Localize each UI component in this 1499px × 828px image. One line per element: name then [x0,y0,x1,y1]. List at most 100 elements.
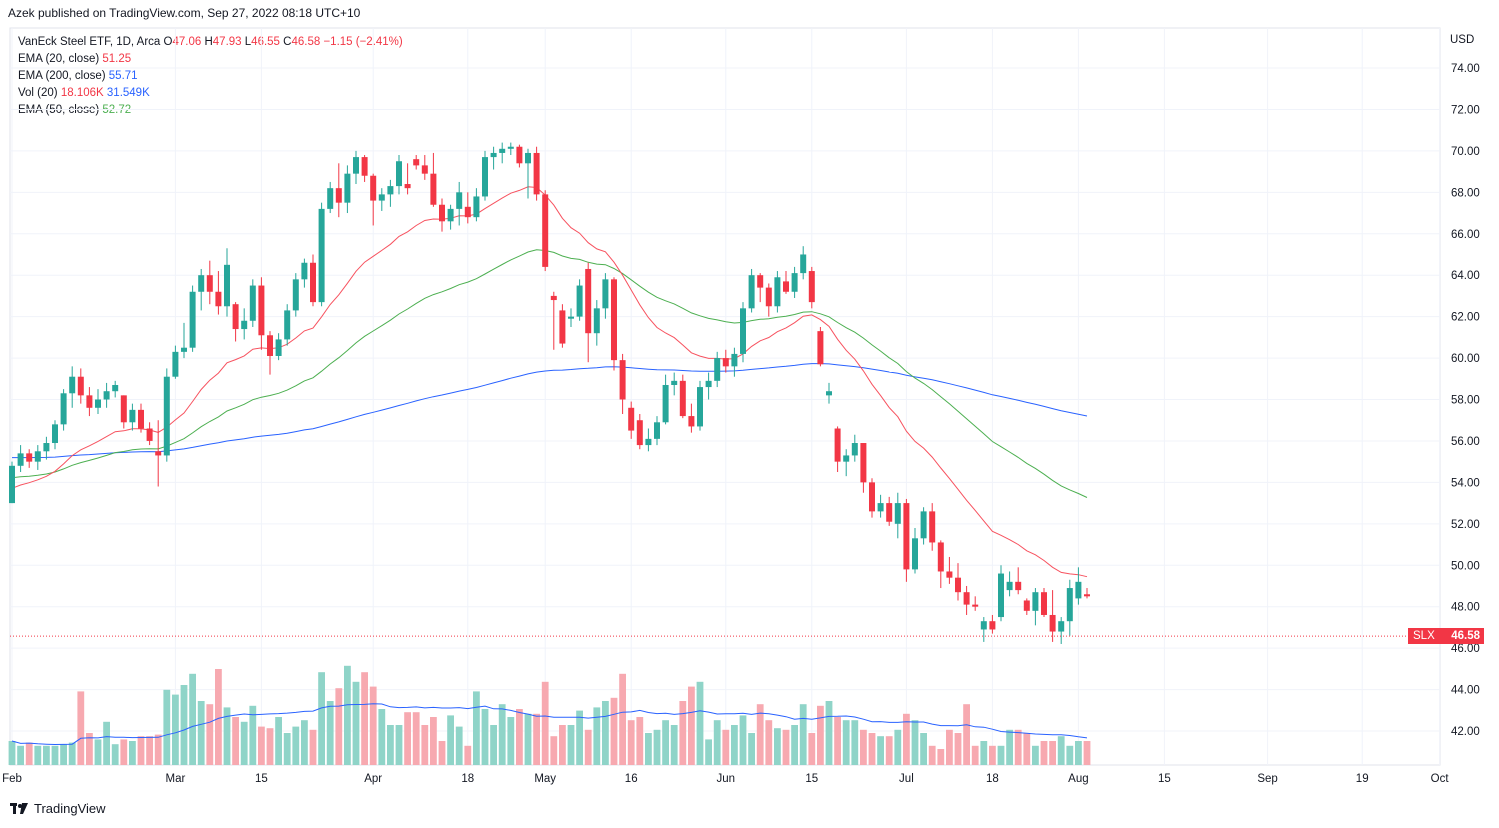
ema20-line [11,186,1088,578]
legend-vol-row[interactable]: Vol (20) 18.106K 31.549K [18,85,403,102]
candle-body [826,391,832,396]
volume-bar [361,672,368,765]
candle-body [112,384,119,392]
y-tick-label: 74.00 [1451,63,1480,75]
volume-bar [808,733,816,765]
candle-body [869,482,875,512]
candle-body [26,453,33,462]
volume-bar [885,736,893,765]
volume-bar [189,673,196,765]
volume-bar [748,733,755,765]
volume-bar [963,704,970,765]
price-tag-value: 46.58 [1451,630,1480,642]
volume-bar [507,717,515,765]
legend-ema200-row[interactable]: EMA (200, close) 55.71 [18,68,403,85]
candle-body [912,538,918,570]
volume-bar [240,721,248,765]
volume-bar [352,681,360,765]
volume-bar [920,733,927,765]
volume-bar [713,720,721,765]
volume-bar [559,725,566,765]
volume-bar [163,689,171,765]
volume-bar [387,725,394,765]
volume-bar [868,733,876,765]
volume-bar [344,665,351,765]
candle-body [808,271,815,303]
ema20-label: EMA (20, close) [18,53,100,65]
open-value: 47.06 [172,36,202,48]
footer-brand-text: TradingView [34,801,106,816]
x-tick-label: Oct [1431,773,1450,785]
candle-body [181,347,187,352]
candle-body [516,146,523,164]
volume-bar [705,739,712,765]
candle-body [224,264,230,307]
volume-bar [1032,745,1039,765]
candle-body [550,295,557,301]
candle-body [318,208,325,303]
volume-bar [146,736,153,765]
volume-bar [17,745,24,765]
candle-body [886,503,893,522]
candle-body [155,451,162,456]
candle-body [43,443,50,452]
candle-body [77,376,84,396]
candle-body [52,424,58,444]
candle-body [791,273,798,292]
volume-bar [77,691,85,765]
volume-bar [68,742,76,765]
candle-body [1015,581,1022,591]
candle-body [628,407,635,431]
candle-body [860,443,867,483]
volume-bar [739,715,747,765]
ema200-value: 55.71 [108,70,138,82]
candle-body [705,380,712,388]
volume-bar [103,721,110,765]
legend-ema50-row[interactable]: EMA (50, close) 52.72 [18,102,403,119]
x-tick-label: Jul [899,773,914,785]
volume-bar [731,725,738,765]
candle-body [765,287,772,307]
candle-body [396,161,402,187]
volume-bar [817,705,824,765]
volume-bar [567,725,575,765]
footer-brand[interactable]: TradingView [10,801,106,816]
volume-ma-line [11,703,1088,746]
candle-body [17,453,24,466]
y-tick-label: 60.00 [1451,353,1480,365]
volume-bar [447,715,454,765]
volume-bar [378,709,386,765]
volume-bar [111,744,119,765]
candle-body [714,358,721,381]
volume-bar [774,728,781,765]
candle-body [129,409,136,423]
candle-body [378,194,385,201]
volume-bar [1075,741,1082,765]
candle-body [439,204,445,222]
candle-body [387,186,394,195]
candle-body [602,279,609,309]
vol-ma-value: 31.549K [106,87,150,99]
volume-bar [653,729,661,765]
ema50-line [11,249,1088,498]
candle-body [1049,614,1056,632]
volume-bar [249,705,257,765]
volume-bar [421,725,429,765]
volume-bar [619,673,626,765]
x-tick-label: 16 [625,773,638,785]
legend-ema20-row[interactable]: EMA (20, close) 51.25 [18,51,403,68]
y-tick-label: 64.00 [1451,270,1480,282]
vol-value: 18.106K [60,87,104,99]
low-value: 46.55 [251,36,280,48]
ema50-label: EMA (50, close) [18,104,100,116]
volume-bar [180,685,188,765]
currency-label[interactable]: USD [1450,34,1475,46]
candle-body [525,152,531,164]
candle-body [507,146,514,149]
volume-bar [223,707,231,765]
publish-header: Azek published on TradingView.com, Sep 2… [8,6,361,20]
y-tick-label: 68.00 [1451,187,1480,199]
candle-body [654,422,660,439]
volume-bar [688,686,695,765]
